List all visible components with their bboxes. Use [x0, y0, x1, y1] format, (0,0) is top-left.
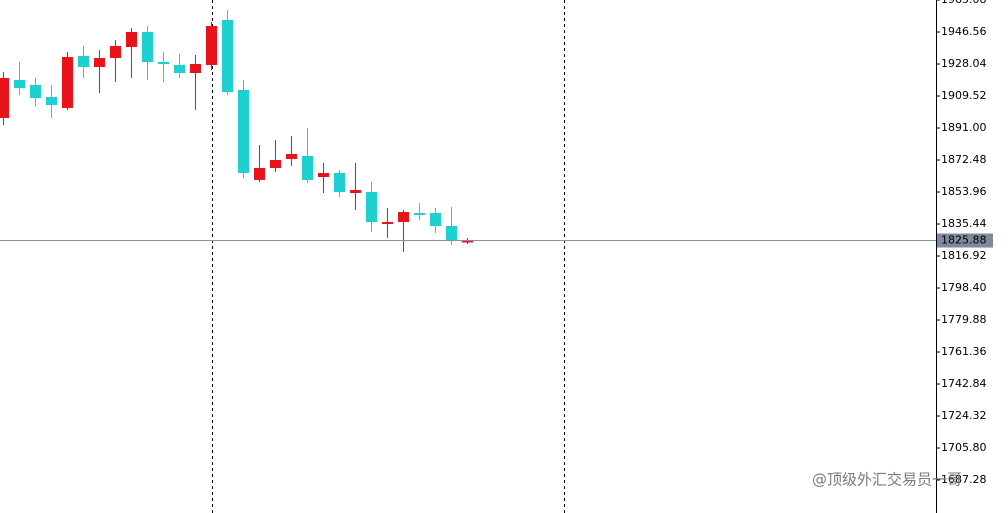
candle-body — [30, 84, 41, 99]
watermark: @顶级外汇交易员一哥 — [812, 471, 962, 489]
candle-body — [46, 97, 57, 106]
candle-body — [318, 172, 329, 178]
candle-body — [446, 226, 457, 242]
y-tick-label: 1872.48 — [941, 153, 987, 166]
candle-body — [430, 212, 441, 227]
candle-body — [0, 77, 9, 118]
candle-body — [238, 90, 249, 173]
y-tick-label: 1853.96 — [941, 185, 987, 198]
y-tick-label: 1835.44 — [941, 217, 987, 230]
candle-body — [14, 79, 25, 88]
candle-body — [366, 191, 377, 222]
candle-body — [222, 20, 233, 93]
candle-body — [62, 57, 73, 109]
candle-body — [206, 26, 217, 66]
candle-body — [350, 189, 361, 194]
y-tick-label: 1928.04 — [941, 57, 987, 70]
candle-body — [94, 58, 105, 68]
y-tick-label: 1798.40 — [941, 281, 987, 294]
last-price-label: 1825.88 — [941, 234, 987, 247]
y-tick-label: 1687.28 — [941, 473, 987, 486]
y-tick-label: 1946.56 — [941, 25, 987, 38]
candle-body — [398, 212, 409, 222]
candle-body — [126, 31, 137, 47]
y-tick-label: 1705.80 — [941, 441, 987, 454]
candle-body — [414, 212, 425, 215]
y-tick-label: 1891.00 — [941, 121, 987, 134]
y-tick-label: 1965.08 — [941, 0, 987, 6]
y-tick-label: 1761.36 — [941, 345, 987, 358]
candle-body — [254, 167, 265, 181]
candle-body — [382, 221, 393, 224]
candle-body — [158, 61, 169, 64]
y-tick-label: 1724.32 — [941, 409, 987, 422]
candle-body — [190, 63, 201, 74]
candle-body — [174, 65, 185, 74]
y-tick-label: 1742.84 — [941, 377, 987, 390]
y-tick-label: 1816.92 — [941, 249, 987, 262]
candle-body — [110, 45, 121, 59]
candle-body — [334, 172, 345, 192]
candle-body — [270, 159, 281, 168]
candle-body — [286, 154, 297, 159]
candle-body — [78, 55, 89, 68]
y-tick-label: 1779.88 — [941, 313, 987, 326]
last-price-box — [937, 233, 993, 248]
candle-body — [142, 31, 153, 62]
candle-body — [302, 156, 313, 181]
candle-body — [462, 240, 473, 243]
y-tick-label: 1909.52 — [941, 89, 987, 102]
